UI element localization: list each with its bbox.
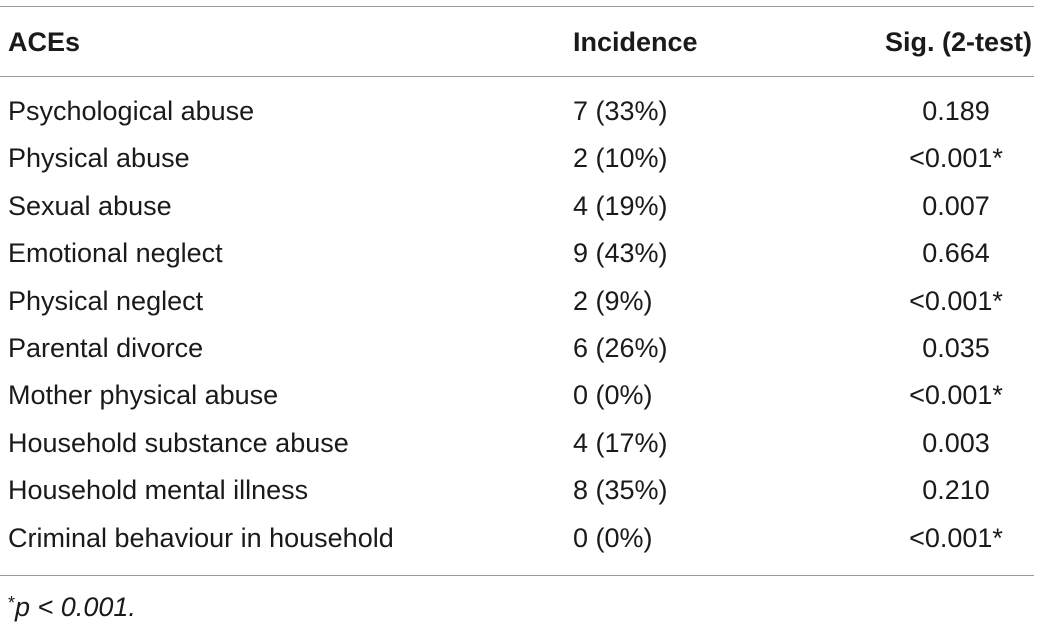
footnote-mark: * xyxy=(8,593,16,613)
header-significance: Sig. (2-test) xyxy=(884,27,1032,57)
header-aces: ACEs xyxy=(8,27,81,57)
table-bottom-rule xyxy=(0,575,1034,576)
cell-sig: <0.001* xyxy=(909,285,1003,316)
cell-ace: Parental divorce xyxy=(8,332,204,363)
table-header-row: ACEs Incidence Sig. (2-test) xyxy=(0,22,1040,62)
cell-incidence: 4 (17%) xyxy=(573,427,668,458)
table-footnote: *p < 0.001. xyxy=(8,583,136,627)
cell-sig: 0.664 xyxy=(922,238,990,269)
table-body: Psychological abuse 7 (33%) 0.189 Physic… xyxy=(0,88,1040,562)
cell-incidence: 2 (9%) xyxy=(573,285,653,316)
cell-sig: <0.001* xyxy=(909,143,1003,174)
cell-incidence: 0 (0%) xyxy=(573,522,653,553)
footnote-text: p < 0.001. xyxy=(15,592,136,622)
cell-ace: Emotional neglect xyxy=(8,238,223,269)
table-row: Sexual abuse 4 (19%) 0.007 xyxy=(0,183,1040,230)
cell-incidence: 4 (19%) xyxy=(573,190,668,221)
table-row: Parental divorce 6 (26%) 0.035 xyxy=(0,325,1040,372)
cell-ace: Sexual abuse xyxy=(8,190,172,221)
cell-incidence: 0 (0%) xyxy=(573,380,653,411)
cell-sig: 0.210 xyxy=(922,475,990,506)
table-row: Emotional neglect 9 (43%) 0.664 xyxy=(0,230,1040,277)
cell-sig: 0.007 xyxy=(922,190,990,221)
cell-ace: Household substance abuse xyxy=(8,427,349,458)
table-row: Physical neglect 2 (9%) <0.001* xyxy=(0,278,1040,325)
cell-ace: Psychological abuse xyxy=(8,96,255,126)
cell-ace: Criminal behaviour in household xyxy=(8,522,394,553)
table-row: Physical abuse 2 (10%) <0.001* xyxy=(0,135,1040,182)
cell-sig: 0.003 xyxy=(922,427,990,458)
cell-ace: Physical neglect xyxy=(8,285,204,316)
cell-sig: 0.035 xyxy=(922,332,990,363)
cell-incidence: 6 (26%) xyxy=(573,332,668,363)
table-row: Household mental illness 8 (35%) 0.210 xyxy=(0,467,1040,514)
table-row: Mother physical abuse 0 (0%) <0.001* xyxy=(0,372,1040,419)
cell-sig: <0.001* xyxy=(909,380,1003,411)
cell-sig: <0.001* xyxy=(909,522,1003,553)
header-incidence: Incidence xyxy=(573,27,698,57)
cell-incidence: 7 (33%) xyxy=(573,96,668,126)
cell-ace: Household mental illness xyxy=(8,475,309,506)
cell-ace: Physical abuse xyxy=(8,143,190,174)
table-row: Psychological abuse 7 (33%) 0.189 xyxy=(0,88,1040,135)
table-row: Criminal behaviour in household 0 (0%) <… xyxy=(0,515,1040,562)
table-header-rule xyxy=(0,76,1034,77)
cell-ace: Mother physical abuse xyxy=(8,380,279,411)
table-top-rule xyxy=(0,6,1034,7)
table-row: Household substance abuse 4 (17%) 0.003 xyxy=(0,420,1040,467)
cell-sig: 0.189 xyxy=(922,96,990,126)
cell-incidence: 8 (35%) xyxy=(573,475,668,506)
cell-incidence: 2 (10%) xyxy=(573,143,668,174)
cell-incidence: 9 (43%) xyxy=(573,238,668,269)
